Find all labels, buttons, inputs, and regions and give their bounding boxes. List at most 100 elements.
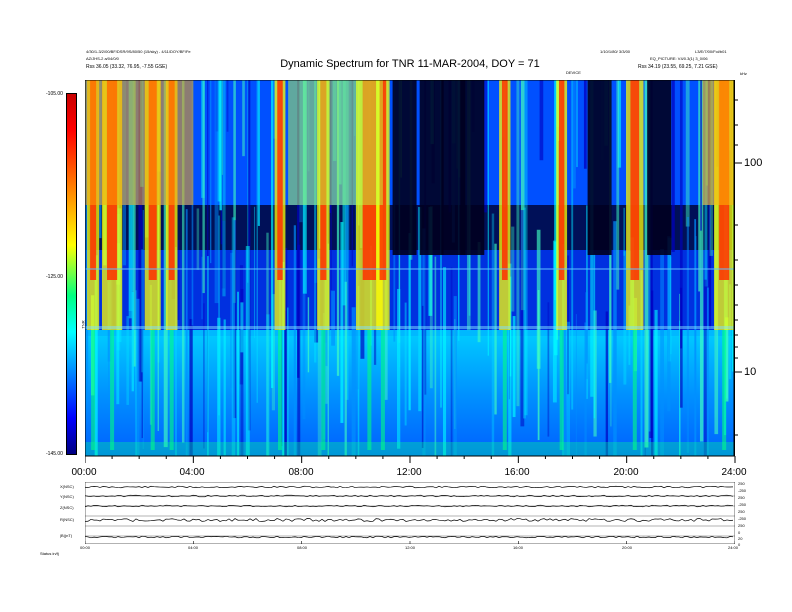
header-meta-right-3: EQ_PICTURE: V4/0.3(1) 3_0/06 [650, 56, 708, 61]
chart-title: Dynamic Spectrum for TNR 11-MAR-2004, DO… [280, 58, 540, 70]
spectrum-streak [327, 243, 329, 456]
x-tick-24: 24:00 [721, 467, 747, 478]
spectrum-streak [203, 303, 205, 449]
spectrum-streak [422, 228, 426, 456]
spectrum-streak [408, 233, 411, 411]
orbit-label-r: R(NSC) [60, 517, 74, 522]
spectrum-streak [483, 80, 488, 213]
x-tick-16: 16:00 [504, 467, 530, 478]
spectrum-streak [520, 80, 525, 311]
burst-tail-6 [367, 330, 372, 450]
header-meta-left-2: AZ/JHS-2 a/04/0/0 [86, 56, 119, 61]
header-meta-right-1: 1/10/1/80/ 3/3/00 [600, 49, 631, 54]
spectrum-streak [214, 80, 219, 304]
spectrum-streak [453, 296, 457, 456]
spectrum-streak [219, 80, 222, 211]
spectrum-streak [404, 302, 407, 426]
spectrum-streak [562, 267, 566, 456]
spectrum-streak [237, 291, 239, 456]
spectrum-streak [307, 297, 310, 373]
colorbar-tick-mid: -125.00 [46, 274, 63, 280]
spectrum-streak [537, 290, 540, 441]
orbit-x-tick-8: 08:00 [296, 545, 307, 550]
spectrum-streak [586, 322, 588, 364]
spectrum-streak [287, 307, 289, 456]
x-tick-20: 20:00 [613, 467, 639, 478]
spectrum-streak [434, 256, 437, 456]
spectrum-streak [223, 319, 226, 456]
spectrum-streak [202, 80, 205, 294]
quiet-gap-3 [460, 80, 485, 255]
burst-tail-4 [278, 330, 282, 450]
spectrum-streak [552, 240, 557, 403]
colorbar [66, 93, 77, 455]
spectrum-streak [671, 80, 675, 252]
spectrum-streak [131, 291, 134, 392]
spectrum-streak [271, 294, 276, 411]
spectrum-streak [586, 205, 588, 399]
orbit-right-tick-4: -250 [738, 502, 747, 507]
spectrum-streak [283, 310, 287, 456]
y-tick-10: 10 [744, 366, 757, 378]
orbit-right-tick-6: -250 [738, 516, 747, 521]
spectrum-streak [508, 263, 512, 456]
spectrum-streak [282, 261, 285, 456]
spectrum-streak [428, 207, 433, 316]
spectrum-streak [442, 267, 447, 456]
h-line-2 [85, 326, 735, 329]
orbit-x-tick-12: 12:00 [404, 545, 415, 550]
y-unit-label: kHz [740, 71, 747, 76]
header-meta-left-1: 4/30/1-3/2/00/BF/DSR/9S/80/50 (15/sky) -… [86, 49, 191, 54]
spectrum-streak [698, 80, 701, 292]
orbit-x-tick-20: 20:00 [621, 545, 632, 550]
header-meta-right-2: L3/E/7/00/Foi/b01 [695, 49, 727, 54]
orbit-right-tick-2: -250 [738, 488, 747, 493]
spectrum-streak [230, 252, 234, 388]
spectrum-streak [141, 249, 143, 373]
spectrum-streak [667, 236, 671, 412]
spectrum-streak [679, 80, 683, 408]
warm-region-right [702, 80, 735, 205]
spectrum-streak [512, 316, 516, 418]
spectrum-streak [85, 80, 89, 401]
orbit-right-tick-5: 250 [738, 509, 745, 514]
spectrum-streak [233, 80, 236, 303]
spectrum-streak [257, 80, 260, 226]
spectrum-streak [524, 80, 528, 416]
spectrum-streak [576, 80, 578, 168]
spectrum-streak [654, 309, 658, 456]
spectrum-streak [571, 80, 574, 410]
spectrum-streak [703, 279, 707, 456]
orbit-frame [85, 482, 735, 544]
spectrum-streak [126, 316, 129, 405]
spectrum-streak [297, 80, 300, 378]
orbit-trace-3 [85, 518, 734, 522]
x-tick-4: 04:00 [179, 467, 205, 478]
spectrum-streak [314, 282, 319, 343]
spectrum-streak [617, 80, 622, 168]
header-meta-left-3: Rss 36.05 (33.32, 76.95, -7.55 GSE) [86, 64, 168, 70]
header-meta-right-4: Rss 34.19 (23.55, 69.25, 7.21 GSE) [638, 64, 718, 70]
spectrum-streak [699, 80, 704, 442]
burst-tail-0 [91, 330, 96, 450]
spectrum-streak [679, 320, 681, 456]
dynamic-spectrum-plot [85, 80, 735, 456]
spectrum-streak [215, 80, 219, 132]
orbit-trace-2 [85, 504, 734, 508]
spectrum-streak [138, 80, 143, 382]
spectrum-streak [175, 247, 177, 456]
spectrum-streak [253, 206, 256, 339]
orbit-x-tick-4: 04:00 [187, 545, 198, 550]
spectrum-streak [566, 255, 570, 395]
warm-region-left [85, 80, 194, 205]
orbit-label-y: Y(NSC) [60, 494, 74, 499]
spectrum-streak [201, 256, 203, 320]
spectrum-streak [554, 80, 558, 356]
orbit-right-tick-10: 0 [738, 542, 741, 547]
spectrum-streak [660, 249, 664, 456]
spectrum-streak [694, 219, 697, 456]
spectrum-streak [218, 215, 220, 416]
spectrum-streak [670, 256, 672, 355]
orbit-right-tick-3: 250 [738, 495, 745, 500]
spectrum-streak [520, 210, 525, 427]
